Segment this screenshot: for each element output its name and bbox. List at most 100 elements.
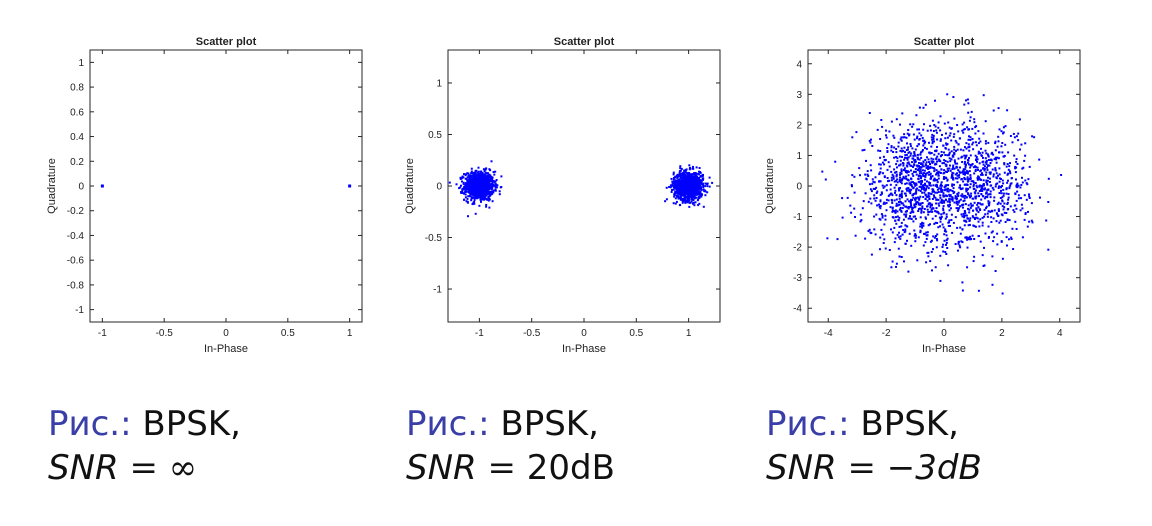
scatter-point <box>993 158 996 161</box>
scatter-point <box>892 209 894 212</box>
scatter-point <box>878 180 881 183</box>
scatter-point <box>683 169 686 172</box>
scatter-point <box>665 186 668 189</box>
scatter-point <box>489 187 492 189</box>
scatter-point <box>978 202 981 205</box>
scatter-point <box>984 157 987 160</box>
scatter-point <box>892 175 895 178</box>
scatter-point <box>474 194 477 197</box>
scatter-point <box>948 209 951 212</box>
scatter-point <box>959 198 962 201</box>
scatter-point <box>1006 201 1009 204</box>
scatter-point <box>900 182 903 185</box>
scatter-point <box>947 190 950 193</box>
scatter-point <box>684 201 687 204</box>
scatter-point <box>943 122 946 125</box>
scatter-point <box>938 158 941 161</box>
scatter-point <box>694 201 697 204</box>
scatter-point <box>929 165 932 168</box>
scatter-point <box>480 171 483 174</box>
scatter-point <box>994 167 997 170</box>
scatter-point <box>934 235 937 237</box>
scatter-point <box>675 200 678 203</box>
scatter-point <box>942 144 945 147</box>
scatter-point <box>988 171 991 174</box>
scatter-point <box>879 248 881 251</box>
scatter-point <box>921 149 924 151</box>
scatter-point <box>956 181 959 184</box>
scatter-point <box>674 184 676 186</box>
scatter-point <box>936 188 939 191</box>
scatter-point <box>925 195 928 198</box>
scatter-point <box>898 189 900 192</box>
scatter-point <box>859 174 861 177</box>
scatter-point <box>688 172 691 174</box>
scatter-point <box>937 121 940 124</box>
scatter-point <box>962 200 965 203</box>
scatter-point <box>962 212 965 215</box>
scatter-point <box>963 199 966 202</box>
scatter-point <box>672 202 675 205</box>
scatter-point <box>477 187 480 190</box>
scatter-point <box>966 178 969 181</box>
scatter-point <box>913 163 916 166</box>
scatter-point <box>463 192 466 195</box>
scatter-point <box>488 180 491 182</box>
scatter-point <box>672 182 675 185</box>
scatter-point <box>956 172 958 175</box>
scatter-point <box>905 187 908 190</box>
scatter-point <box>922 165 925 168</box>
scatter-point <box>964 166 967 168</box>
scatter-point <box>878 172 881 175</box>
scatter-point <box>1024 179 1027 182</box>
scatter-point <box>982 167 984 170</box>
scatter-point <box>683 193 686 196</box>
scatter-point <box>869 164 872 167</box>
scatter-point <box>953 201 956 204</box>
scatter-point <box>899 206 902 209</box>
scatter-point <box>972 183 975 186</box>
scatter-point <box>975 213 977 216</box>
scatter-point <box>1010 182 1013 185</box>
scatter-point <box>692 199 695 201</box>
scatter-point <box>920 177 922 180</box>
scatter-point <box>958 137 961 140</box>
scatter-point <box>933 196 936 198</box>
scatter-point <box>976 203 979 206</box>
scatter-point <box>870 190 873 193</box>
scatter-point <box>494 189 497 192</box>
scatter-point <box>472 194 475 197</box>
scatter-point <box>989 210 992 213</box>
scatter-point <box>470 188 473 191</box>
scatter-point <box>986 182 989 185</box>
scatter-point <box>1012 209 1015 212</box>
scatter-point <box>675 186 678 189</box>
scatter-point <box>687 174 689 176</box>
scatter-point <box>986 212 989 215</box>
scatter-point <box>936 138 939 141</box>
x-tick-label: 0 <box>941 328 947 339</box>
scatter-point <box>969 116 972 119</box>
scatter-point <box>896 178 899 181</box>
scatter-point <box>989 184 992 187</box>
scatter-point <box>469 195 471 198</box>
scatter-point <box>464 185 467 188</box>
scatter-point <box>696 185 699 188</box>
scatter-point <box>926 129 929 132</box>
scatter-point <box>974 141 977 144</box>
scatter-point <box>906 189 909 192</box>
scatter-point <box>891 231 894 234</box>
scatter-point <box>964 194 967 197</box>
scatter-point <box>914 240 917 243</box>
scatter-point <box>987 193 990 196</box>
scatter-point <box>939 129 942 132</box>
scatter-point <box>916 187 919 190</box>
scatter-point <box>471 183 474 186</box>
scatter-point <box>475 184 478 187</box>
scatter-point <box>953 167 956 170</box>
scatter-point <box>488 198 491 201</box>
scatter-point <box>680 167 683 170</box>
scatter-point <box>1028 195 1031 198</box>
scatter-point <box>1005 212 1008 214</box>
scatter-point <box>879 180 882 183</box>
